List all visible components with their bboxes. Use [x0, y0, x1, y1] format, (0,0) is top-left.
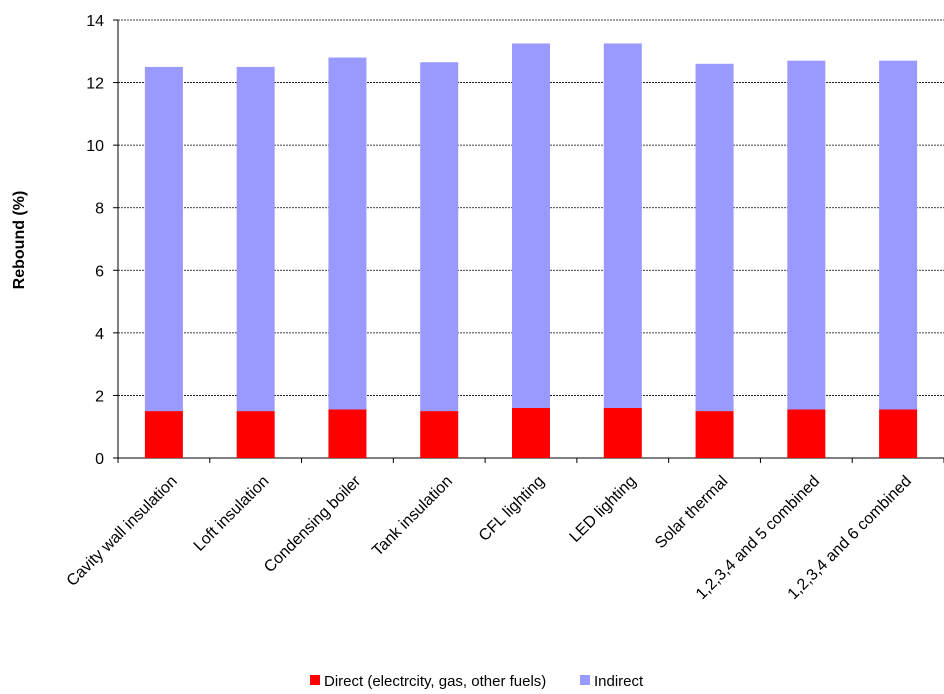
x-tick-label: Cavity wall insulation — [64, 473, 181, 590]
y-tick-label: 14 — [86, 13, 104, 30]
bar-segment — [603, 43, 642, 408]
y-tick-label: 10 — [86, 138, 104, 155]
legend-swatch — [580, 675, 590, 685]
bar-segment — [236, 411, 275, 458]
y-tick-label: 12 — [86, 76, 104, 93]
y-axis-label: Rebound (%) — [11, 191, 28, 290]
bar-segment — [787, 60, 826, 410]
bar-segment — [144, 66, 183, 412]
x-tick-label: CFL lighting — [476, 473, 548, 545]
bar-segment — [328, 57, 367, 410]
x-tick-label: Solar thermal — [652, 473, 731, 552]
bar-segment — [695, 411, 734, 458]
y-tick-label: 2 — [95, 388, 104, 405]
y-tick-label: 6 — [95, 263, 104, 280]
bar-segment — [328, 409, 367, 458]
bar-segment — [695, 63, 734, 412]
legend-swatch — [310, 675, 320, 685]
x-tick-label: Tank insulation — [369, 473, 456, 560]
bar-segment — [236, 66, 275, 412]
y-tick-label: 0 — [95, 451, 104, 468]
bar-segment — [420, 411, 459, 458]
bar-segment — [512, 407, 550, 458]
bar-segment — [512, 43, 550, 408]
legend-label: Indirect — [594, 673, 644, 690]
x-tick-label: LED lighting — [567, 473, 640, 546]
bar-segment — [879, 409, 918, 458]
legend-label: Direct (electrcity, gas, other fuels) — [324, 673, 546, 690]
y-tick-label: 8 — [95, 201, 104, 218]
bar-segment — [144, 411, 183, 458]
x-tick-label: Condensing boiler — [261, 472, 365, 576]
y-tick-label: 4 — [95, 326, 104, 343]
bar-segment — [879, 60, 918, 410]
bar-segment — [420, 62, 459, 412]
bar-segment — [603, 407, 642, 458]
x-tick-label: Loft insulation — [191, 473, 273, 555]
bar-segment — [787, 409, 826, 458]
